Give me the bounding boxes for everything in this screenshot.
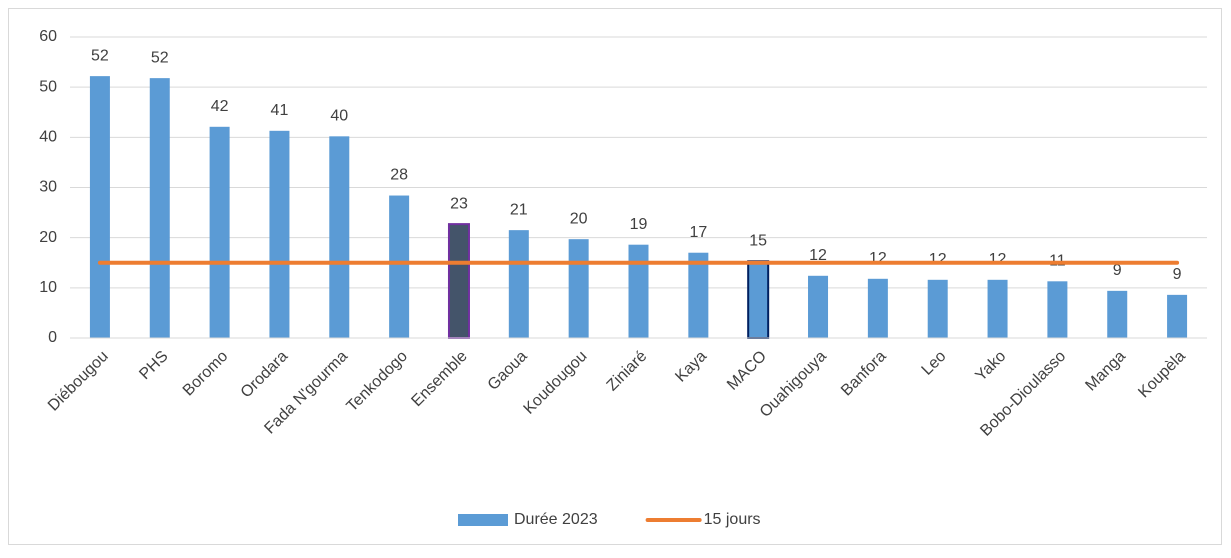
chart-frame [8, 8, 1222, 545]
bar [269, 130, 290, 338]
y-tick-label: 50 [39, 78, 57, 95]
y-tick-label: 40 [39, 129, 57, 146]
legend-label: 15 jours [704, 511, 761, 528]
y-tick-label: 20 [39, 229, 57, 246]
bar [89, 76, 110, 338]
bar [808, 275, 829, 338]
bar [329, 136, 350, 338]
bar [628, 244, 649, 338]
data-label: 52 [91, 47, 109, 64]
data-label: 9 [1113, 262, 1122, 279]
data-label: 28 [390, 167, 408, 184]
data-label: 23 [450, 195, 468, 212]
data-label: 9 [1173, 266, 1182, 283]
bar [747, 260, 770, 339]
data-label: 52 [151, 49, 169, 66]
data-label: 42 [211, 98, 229, 115]
bar [149, 78, 170, 339]
y-tick-label: 0 [48, 329, 57, 346]
bar [447, 223, 470, 340]
bar [389, 195, 410, 338]
bar [1047, 281, 1068, 338]
bar [209, 126, 230, 338]
legend-label: Durée 2023 [514, 511, 598, 528]
bar [867, 278, 888, 338]
bar [1107, 290, 1128, 338]
data-label: 12 [989, 251, 1007, 268]
bar [508, 230, 529, 338]
data-label: 17 [689, 224, 707, 241]
data-label: 12 [809, 247, 827, 264]
bar [688, 252, 709, 338]
y-tick-label: 60 [39, 28, 57, 45]
data-label: 12 [929, 251, 947, 268]
legend-swatch [458, 514, 508, 526]
data-label: 15 [749, 232, 767, 249]
data-label: 21 [510, 201, 528, 218]
bar [568, 239, 589, 338]
data-label: 40 [330, 108, 348, 125]
data-label: 20 [570, 210, 588, 227]
data-label: 19 [630, 216, 648, 233]
bar [987, 279, 1008, 338]
y-tick-label: 10 [39, 279, 57, 296]
y-tick-label: 30 [39, 179, 57, 196]
bar [1167, 294, 1188, 338]
bar [927, 279, 948, 338]
data-label: 41 [271, 102, 289, 119]
